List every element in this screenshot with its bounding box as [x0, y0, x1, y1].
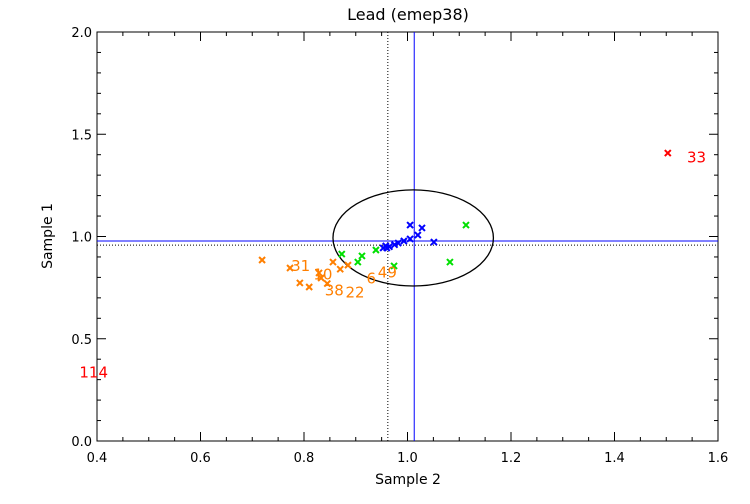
- confidence-ellipse: [332, 189, 495, 287]
- data-point-blue: [383, 244, 391, 252]
- point-label: 22: [345, 284, 364, 302]
- data-point-orange: [305, 283, 313, 291]
- data-point-green: [372, 246, 380, 254]
- data-point-red: [664, 149, 672, 157]
- data-point-orange: [329, 258, 337, 266]
- data-point-blue: [414, 231, 422, 239]
- y-axis-label: Sample 1: [40, 203, 56, 269]
- data-point-orange: [344, 261, 352, 269]
- x-tick-label: 1.0: [397, 451, 418, 466]
- data-point-green: [446, 258, 454, 266]
- data-point-orange: [258, 256, 266, 264]
- data-point-blue: [430, 238, 438, 246]
- point-label: 33: [687, 149, 706, 167]
- data-point-orange: [315, 269, 323, 277]
- data-point-blue: [406, 235, 414, 243]
- point-label: 49: [378, 263, 397, 281]
- y-tick-label: 2.0: [71, 26, 92, 41]
- data-point-blue: [390, 240, 399, 249]
- x-tick-label: 1.6: [708, 451, 729, 466]
- point-label: 114: [79, 363, 108, 381]
- point-label: 31: [291, 257, 310, 275]
- y-tick-label: 1.0: [71, 231, 92, 246]
- point-label: 6: [367, 269, 377, 287]
- y-tick-label: 0.5: [71, 333, 92, 348]
- data-point-green: [354, 258, 362, 266]
- data-point-orange: [286, 264, 294, 272]
- data-point-orange: [323, 279, 331, 288]
- x-tick-label: 0.4: [87, 451, 108, 466]
- data-point-orange: [296, 279, 304, 287]
- x-axis-label: Sample 2: [375, 472, 441, 488]
- data-point-green: [390, 262, 398, 270]
- data-point-blue: [400, 237, 408, 245]
- data-point-orange: [336, 265, 344, 273]
- data-point-orange: [317, 274, 325, 282]
- data-point-blue: [406, 221, 414, 229]
- y-tick-label: 0.0: [71, 435, 92, 450]
- x-tick-label: 1.2: [501, 451, 522, 466]
- data-point-blue: [418, 224, 426, 232]
- data-point-green: [358, 252, 366, 260]
- point-label: 38: [325, 282, 344, 300]
- chart-title: Lead (emep38): [347, 5, 469, 24]
- x-tick-label: 1.4: [604, 451, 625, 466]
- data-point-green: [338, 250, 346, 258]
- x-tick-label: 0.6: [190, 451, 211, 466]
- point-label: 10: [313, 265, 332, 283]
- y-tick-label: 1.5: [71, 128, 92, 143]
- data-point-green: [462, 221, 470, 229]
- x-tick-label: 0.8: [294, 451, 315, 466]
